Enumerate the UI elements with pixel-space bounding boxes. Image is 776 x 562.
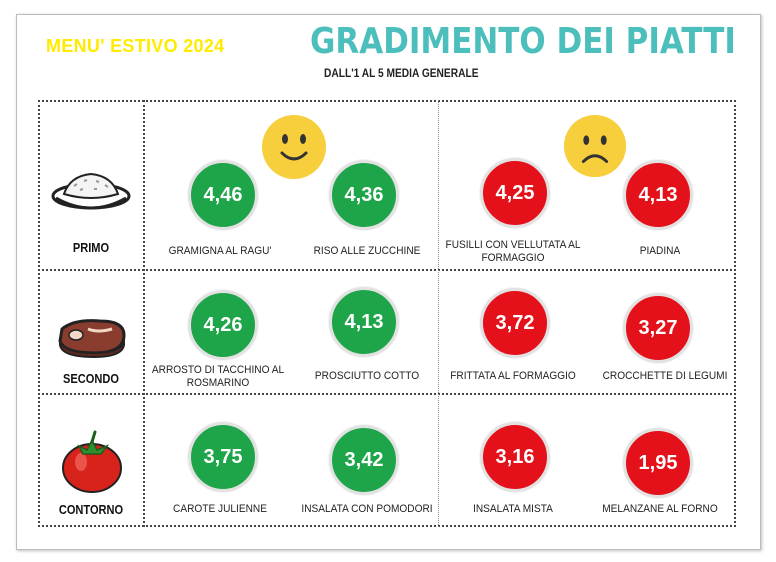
score-badge: 3,42 <box>329 425 399 495</box>
score-badge: 4,36 <box>329 160 399 230</box>
category-label-contorno: CONTORNO <box>58 502 124 517</box>
sad-face-icon <box>563 114 627 178</box>
dish-name: GRAMIGNA AL RAGU' <box>168 245 272 257</box>
score-badge: 4,46 <box>188 160 258 230</box>
page-subtitle: DALL'1 AL 5 MEDIA GENERALE <box>324 66 479 80</box>
grid-top <box>38 100 736 102</box>
dish-name: CAROTE JULIENNE <box>173 503 267 515</box>
steak-icon <box>58 319 126 359</box>
category-label-primo: PRIMO <box>72 240 110 255</box>
score-badge: 1,95 <box>623 428 693 498</box>
grid-row-divider-2 <box>38 393 736 395</box>
dish-name: INSALATA MISTA <box>473 503 553 515</box>
tomato-icon <box>62 430 122 493</box>
grid-category-divider <box>143 100 145 527</box>
score-badge: 3,75 <box>188 422 258 492</box>
dish-name: INSALATA CON POMODORI <box>301 503 433 515</box>
happy-face-icon <box>262 115 326 179</box>
dish-name: MELANZANE AL FORNO <box>602 503 718 515</box>
dish-name: FRITTATA AL FORMAGGIO <box>450 370 576 382</box>
category-label-secondo: SECONDO <box>63 371 119 386</box>
grid-mood-divider <box>438 100 439 527</box>
score-badge: 4,25 <box>480 158 550 228</box>
dish-name: CROCCHETTE DI LEGUMI <box>602 370 728 382</box>
dish-name: PIADINA <box>639 245 681 257</box>
dish-name: FUSILLI CON VELLUTATA AL FORMAGGIO <box>445 239 581 264</box>
score-badge: 4,13 <box>329 287 399 357</box>
score-badge: 4,13 <box>623 160 693 230</box>
dish-name: RISO ALLE ZUCCHINE <box>313 245 421 257</box>
dish-name: PROSCIUTTO COTTO <box>314 370 420 382</box>
menu-label: MENU' ESTIVO 2024 <box>46 36 225 56</box>
grid-left <box>38 100 40 527</box>
score-badge: 3,16 <box>480 422 550 492</box>
score-badge: 4,26 <box>188 290 258 360</box>
grid-row-divider-1 <box>38 269 736 271</box>
grid-right <box>734 100 736 527</box>
score-badge: 3,72 <box>480 288 550 358</box>
page-title: GRADIMENTO DEI PIATTI <box>310 21 736 62</box>
rice-plate-icon <box>51 172 131 210</box>
score-badge: 3,27 <box>623 293 693 363</box>
grid-bottom <box>38 525 736 527</box>
dish-name: ARROSTO DI TACCHINO AL ROSMARINO <box>151 364 285 389</box>
